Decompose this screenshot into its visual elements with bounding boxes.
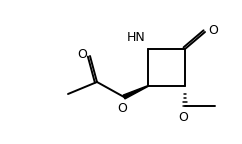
Text: HN: HN — [126, 31, 145, 44]
Text: O: O — [178, 111, 188, 124]
Text: O: O — [117, 102, 127, 115]
Polygon shape — [123, 86, 148, 99]
Text: O: O — [77, 48, 87, 60]
Text: O: O — [208, 24, 218, 37]
